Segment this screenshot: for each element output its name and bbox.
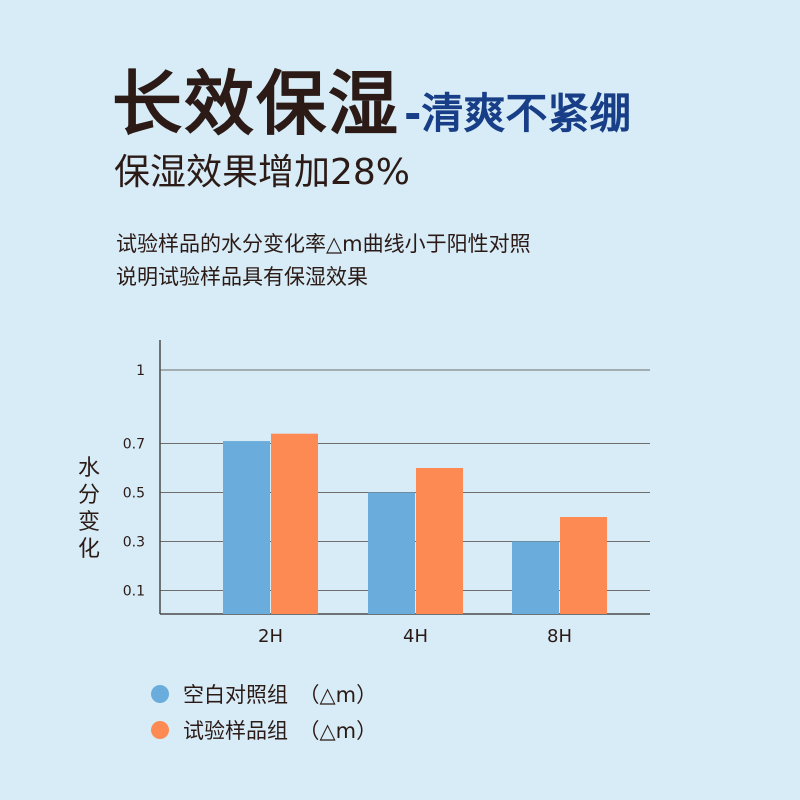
y-tick-label: 0.7 [123,437,145,453]
legend-label-sample: 试验样品组 （△m） [183,719,378,743]
y-axis-label: 水分变化 [77,456,100,562]
x-tick-label: 2H [258,626,283,647]
page-title: 长效保湿 [112,62,400,145]
title-row: 长效保湿-清爽不紧绷 [112,48,631,149]
bar-control-2h [223,441,270,614]
description-line-2: 说明试验样品具有保湿效果 [116,265,368,289]
legend-item-control: 空白对照组 （△m） [151,676,377,712]
page-title-sub: -清爽不紧绷 [404,89,632,138]
y-tick-label: 1 [136,363,145,379]
x-tick-label: 8H [547,626,572,647]
bar-sample-4h [416,468,463,614]
legend-item-sample: 试验样品组 （△m） [151,712,377,748]
legend: 空白对照组 （△m） 试验样品组 （△m） [151,676,377,748]
bar-control-8h [512,541,559,614]
bar-sample-2h [271,433,318,614]
description: 试验样品的水分变化率△m曲线小于阳性对照 说明试验样品具有保湿效果 [116,228,531,294]
y-tick-label: 0.3 [123,535,145,551]
bar-sample-8h [560,517,607,614]
legend-swatch-control [151,685,169,703]
description-line-1: 试验样品的水分变化率△m曲线小于阳性对照 [116,232,531,256]
bar-control-4h [368,492,415,614]
legend-swatch-sample [151,721,169,739]
y-tick-label: 0.5 [123,486,145,502]
y-tick-label: 0.1 [123,584,145,600]
legend-label-control: 空白对照组 （△m） [183,683,378,707]
x-tick-label: 4H [403,626,428,647]
subtitle: 保湿效果增加28% [114,152,411,193]
